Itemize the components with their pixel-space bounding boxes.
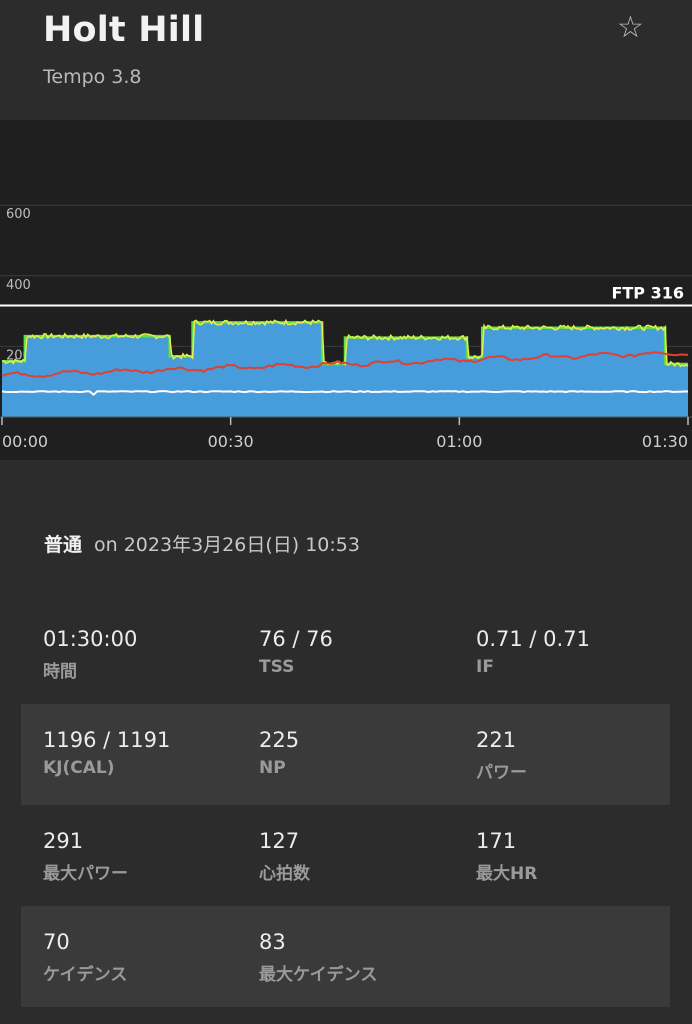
stats-row: 01:30:00 時間 76 / 76 TSS 0.71 / 0.71 IF (21, 603, 670, 704)
stat-duration: 01:30:00 時間 (43, 627, 137, 682)
stat-heart-rate: 127 心拍数 (259, 829, 310, 884)
stats-row: 70 ケイデンス 83 最大ケイデンス (21, 906, 670, 1007)
y-tick-label: 400 (6, 278, 31, 293)
stat-value: 221 (476, 728, 517, 752)
stat-label: NP (259, 758, 286, 778)
stat-label: 最大HR (476, 864, 538, 884)
stat-value: 0.71 / 0.71 (476, 627, 590, 651)
ftp-label: FTP 316 (611, 283, 684, 302)
stat-kj: 1196 / 1191 KJ(CAL) (43, 728, 170, 778)
stat-value: 83 (259, 930, 286, 954)
stat-label: TSS (259, 657, 295, 677)
stat-label: 心拍数 (259, 864, 310, 884)
stat-value: 76 / 76 (259, 627, 333, 651)
stat-label: KJ(CAL) (43, 758, 115, 778)
stat-label: 時間 (43, 662, 77, 682)
x-tick-label: 01:00 (436, 432, 482, 451)
stat-label: IF (476, 657, 494, 677)
stat-value: 1196 / 1191 (43, 728, 171, 752)
stat-value: 291 (43, 829, 84, 853)
heart-rate-line (1, 351, 688, 378)
workout-date: on 2023年3月26日(日) 10:53 (94, 534, 360, 556)
stat-value: 01:30:00 (43, 627, 138, 651)
stat-value: 225 (259, 728, 300, 752)
stat-label: 最大パワー (43, 864, 128, 884)
cadence-line (1, 390, 688, 397)
stats-row: 291 最大パワー 127 心拍数 171 最大HR (21, 805, 670, 906)
x-tick-label: 00:30 (208, 432, 254, 451)
stat-value: 127 (259, 829, 300, 853)
stat-power: 221 パワー (476, 728, 527, 783)
workout-title: Holt Hill (43, 10, 205, 50)
y-tick-label: 600 (6, 207, 31, 222)
stat-np: 225 NP (259, 728, 299, 778)
stats-row: 1196 / 1191 KJ(CAL) 225 NP 221 パワー (21, 704, 670, 805)
stat-cadence: 70 ケイデンス (43, 930, 127, 985)
stat-max-power: 291 最大パワー (43, 829, 128, 884)
workout-subtitle: Tempo 3.8 (43, 66, 142, 88)
stat-max-cadence: 83 最大ケイデンス (259, 930, 377, 985)
stat-label: パワー (476, 763, 527, 783)
target-power-area (2, 322, 688, 417)
stat-value: 70 (43, 930, 70, 954)
star-icon[interactable]: ☆ (617, 10, 644, 45)
stat-if: 0.71 / 0.71 IF (476, 627, 590, 677)
difficulty-label: 普通 (44, 534, 83, 556)
stat-label: 最大ケイデンス (259, 965, 378, 985)
power-line (1, 318, 689, 368)
stats-grid: 01:30:00 時間 76 / 76 TSS 0.71 / 0.71 IF 1196… (21, 603, 670, 1007)
x-tick-label: 01:30 (642, 432, 688, 451)
workout-chart[interactable]: 600 400 200 FTP 316 00:00 00:30 01:00 01:30 (0, 120, 692, 460)
stat-value: 171 (476, 829, 517, 853)
workout-header: Holt Hill Tempo 3.8 ☆ (0, 0, 692, 120)
workout-meta: 普通 on 2023年3月26日(日) 10:53 (44, 530, 360, 557)
x-tick-label: 00:00 (2, 432, 48, 451)
stat-max-hr: 171 最大HR (476, 829, 537, 884)
stat-tss: 76 / 76 TSS (259, 627, 333, 677)
stat-label: ケイデンス (43, 965, 128, 985)
